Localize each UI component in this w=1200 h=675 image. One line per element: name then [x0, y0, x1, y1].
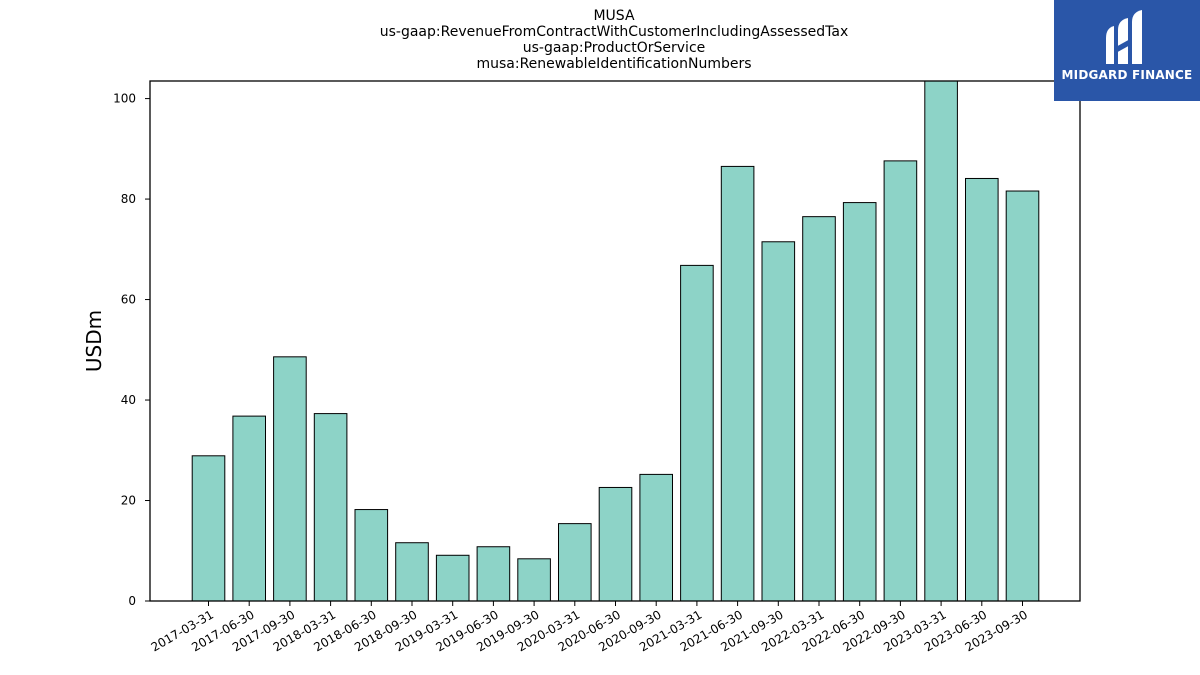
bar: [476, 546, 511, 602]
bar: [598, 486, 633, 602]
title-line: MUSA: [593, 8, 634, 24]
bar: [435, 554, 470, 602]
brand-name: MIDGARD FINANCE: [1061, 68, 1193, 82]
bar: [191, 455, 226, 602]
title-line: us-gaap:RevenueFromContractWithCustomerI…: [380, 24, 849, 40]
y-tick-label: 40: [121, 393, 136, 407]
bar: [558, 523, 592, 602]
y-axis-label: USDm: [82, 310, 106, 372]
bar: [720, 165, 755, 602]
title-line: us-gaap:ProductOrService: [523, 40, 706, 56]
x-axis-ticks: 2017-03-312017-06-302017-09-302018-03-31…: [149, 601, 1030, 654]
bar: [639, 473, 674, 602]
chart-title: MUSAus-gaap:RevenueFromContractWithCusto…: [380, 8, 849, 72]
bar: [761, 241, 796, 602]
bar: [680, 264, 714, 602]
bar: [965, 177, 999, 602]
bar: [883, 160, 918, 602]
bar: [802, 216, 836, 602]
bar: [354, 509, 389, 602]
y-tick-label: 20: [121, 494, 136, 508]
bar: [517, 558, 551, 602]
brand-logo: MIDGARD FINANCE: [1054, 0, 1200, 101]
y-tick-label: 0: [128, 594, 136, 608]
bar: [1005, 190, 1040, 602]
bar: [395, 542, 429, 602]
bar: [313, 413, 348, 602]
bar: [232, 415, 266, 602]
bar: [273, 356, 307, 602]
y-axis-ticks: 0 20 40 60 80 100: [113, 92, 150, 608]
y-tick-label: 60: [121, 293, 136, 307]
bars: [191, 80, 1040, 602]
bar: [924, 80, 958, 602]
y-tick-label: 80: [121, 192, 136, 206]
title-line: musa:RenewableIdentificationNumbers: [476, 56, 751, 72]
bar: [842, 202, 877, 602]
y-tick-label: 100: [113, 92, 136, 106]
midgard-logo-icon: [1106, 10, 1142, 64]
